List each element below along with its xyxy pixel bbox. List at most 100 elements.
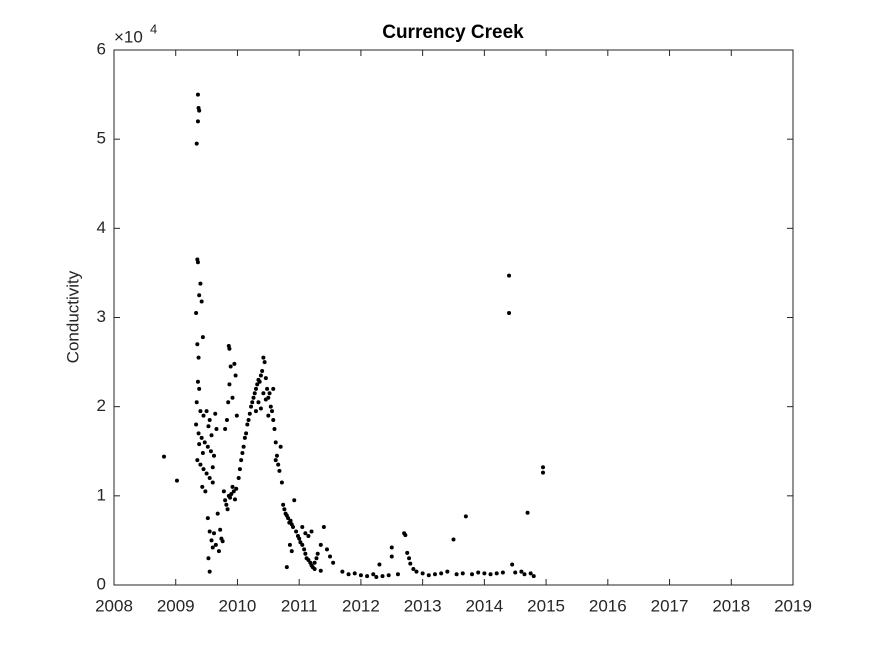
point (224, 418, 229, 423)
point (194, 311, 199, 316)
x-tick-label: 2018 (712, 596, 750, 615)
point (531, 574, 536, 579)
point (209, 433, 214, 438)
point (198, 462, 203, 467)
x-tick-label: 2012 (342, 596, 380, 615)
point (294, 529, 299, 534)
point (225, 507, 230, 512)
point (198, 281, 203, 286)
point (255, 382, 260, 387)
point (519, 569, 524, 574)
point (352, 571, 357, 576)
point (203, 489, 208, 494)
point (302, 547, 307, 552)
point (230, 484, 235, 489)
point (513, 570, 518, 575)
point (221, 489, 226, 494)
point (247, 411, 252, 416)
point (340, 569, 345, 574)
point (395, 572, 400, 577)
point (314, 556, 319, 561)
point (273, 440, 278, 445)
point (420, 571, 425, 576)
point (331, 560, 336, 565)
point (197, 108, 202, 113)
point (263, 397, 268, 402)
point (229, 492, 234, 497)
point (386, 573, 391, 578)
point (216, 549, 221, 554)
point (206, 424, 211, 429)
point (315, 551, 320, 556)
point (287, 542, 292, 547)
point (272, 426, 277, 431)
point (494, 571, 499, 576)
x-tick-label: 2009 (157, 596, 195, 615)
point (525, 510, 530, 515)
point (257, 379, 262, 384)
point (252, 391, 257, 396)
point (218, 527, 223, 532)
point (195, 92, 200, 97)
point (210, 545, 215, 550)
point (261, 391, 266, 396)
point (454, 572, 459, 577)
point (268, 404, 273, 409)
point (403, 533, 408, 538)
point (220, 539, 225, 544)
point (195, 342, 200, 347)
point (303, 551, 308, 556)
y-tick-label: 1 (97, 485, 106, 504)
x-tick-label: 2011 (281, 596, 318, 615)
point (278, 444, 283, 449)
point (213, 411, 218, 416)
point (407, 556, 412, 561)
y-tick-label: 0 (97, 574, 106, 593)
point (196, 431, 201, 436)
point (346, 572, 351, 577)
point (202, 440, 207, 445)
point (228, 364, 233, 369)
point (215, 511, 220, 516)
point (240, 451, 245, 456)
point (207, 418, 212, 423)
point (174, 478, 179, 483)
point (408, 561, 413, 566)
point (239, 458, 244, 463)
point (232, 497, 237, 502)
point (233, 373, 238, 378)
y-axis-label: Conductivity (63, 270, 82, 363)
point (274, 453, 279, 458)
point (213, 542, 218, 547)
point (312, 560, 317, 565)
point (267, 391, 272, 396)
point (270, 409, 275, 414)
point (194, 141, 199, 146)
point (232, 361, 237, 366)
point (426, 573, 431, 578)
point (371, 572, 376, 577)
point (226, 400, 231, 405)
point (197, 293, 202, 298)
point (194, 400, 199, 405)
point (321, 525, 326, 530)
point (482, 571, 487, 576)
point (200, 484, 205, 489)
point (389, 554, 394, 559)
point (227, 346, 232, 351)
y-tick-label: 6 (97, 39, 106, 58)
point (205, 516, 210, 521)
point (210, 480, 215, 485)
point (197, 386, 202, 391)
point (500, 570, 505, 575)
y-tick-label: 3 (97, 307, 106, 326)
point (227, 382, 232, 387)
point (389, 545, 394, 550)
point (250, 400, 255, 405)
point (199, 435, 204, 440)
point (300, 525, 305, 530)
point (377, 562, 382, 567)
point (439, 571, 444, 576)
